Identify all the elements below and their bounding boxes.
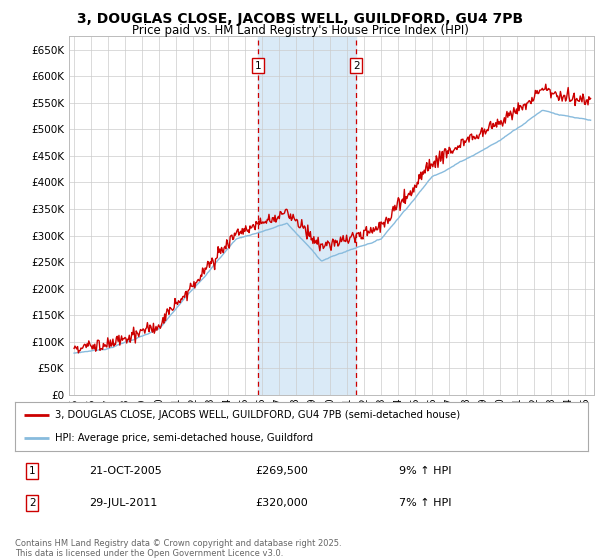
Text: 1: 1 [255,60,262,71]
Text: 2: 2 [353,60,359,71]
Text: 2: 2 [29,498,35,508]
Text: Contains HM Land Registry data © Crown copyright and database right 2025.
This d: Contains HM Land Registry data © Crown c… [15,539,341,558]
Text: HPI: Average price, semi-detached house, Guildford: HPI: Average price, semi-detached house,… [55,433,313,444]
Bar [258,36,356,395]
Text: 21-OCT-2005: 21-OCT-2005 [89,466,162,477]
Text: 3, DOUGLAS CLOSE, JACOBS WELL, GUILDFORD, GU4 7PB: 3, DOUGLAS CLOSE, JACOBS WELL, GUILDFORD… [77,12,523,26]
Text: 29-JUL-2011: 29-JUL-2011 [89,498,158,508]
Text: £269,500: £269,500 [256,466,308,477]
Text: 7% ↑ HPI: 7% ↑ HPI [399,498,451,508]
Text: 3, DOUGLAS CLOSE, JACOBS WELL, GUILDFORD, GU4 7PB (semi-detached house): 3, DOUGLAS CLOSE, JACOBS WELL, GUILDFORD… [55,410,460,421]
Text: 1: 1 [29,466,35,477]
Text: Price paid vs. HM Land Registry's House Price Index (HPI): Price paid vs. HM Land Registry's House … [131,24,469,37]
Text: 9% ↑ HPI: 9% ↑ HPI [399,466,451,477]
Text: £320,000: £320,000 [256,498,308,508]
